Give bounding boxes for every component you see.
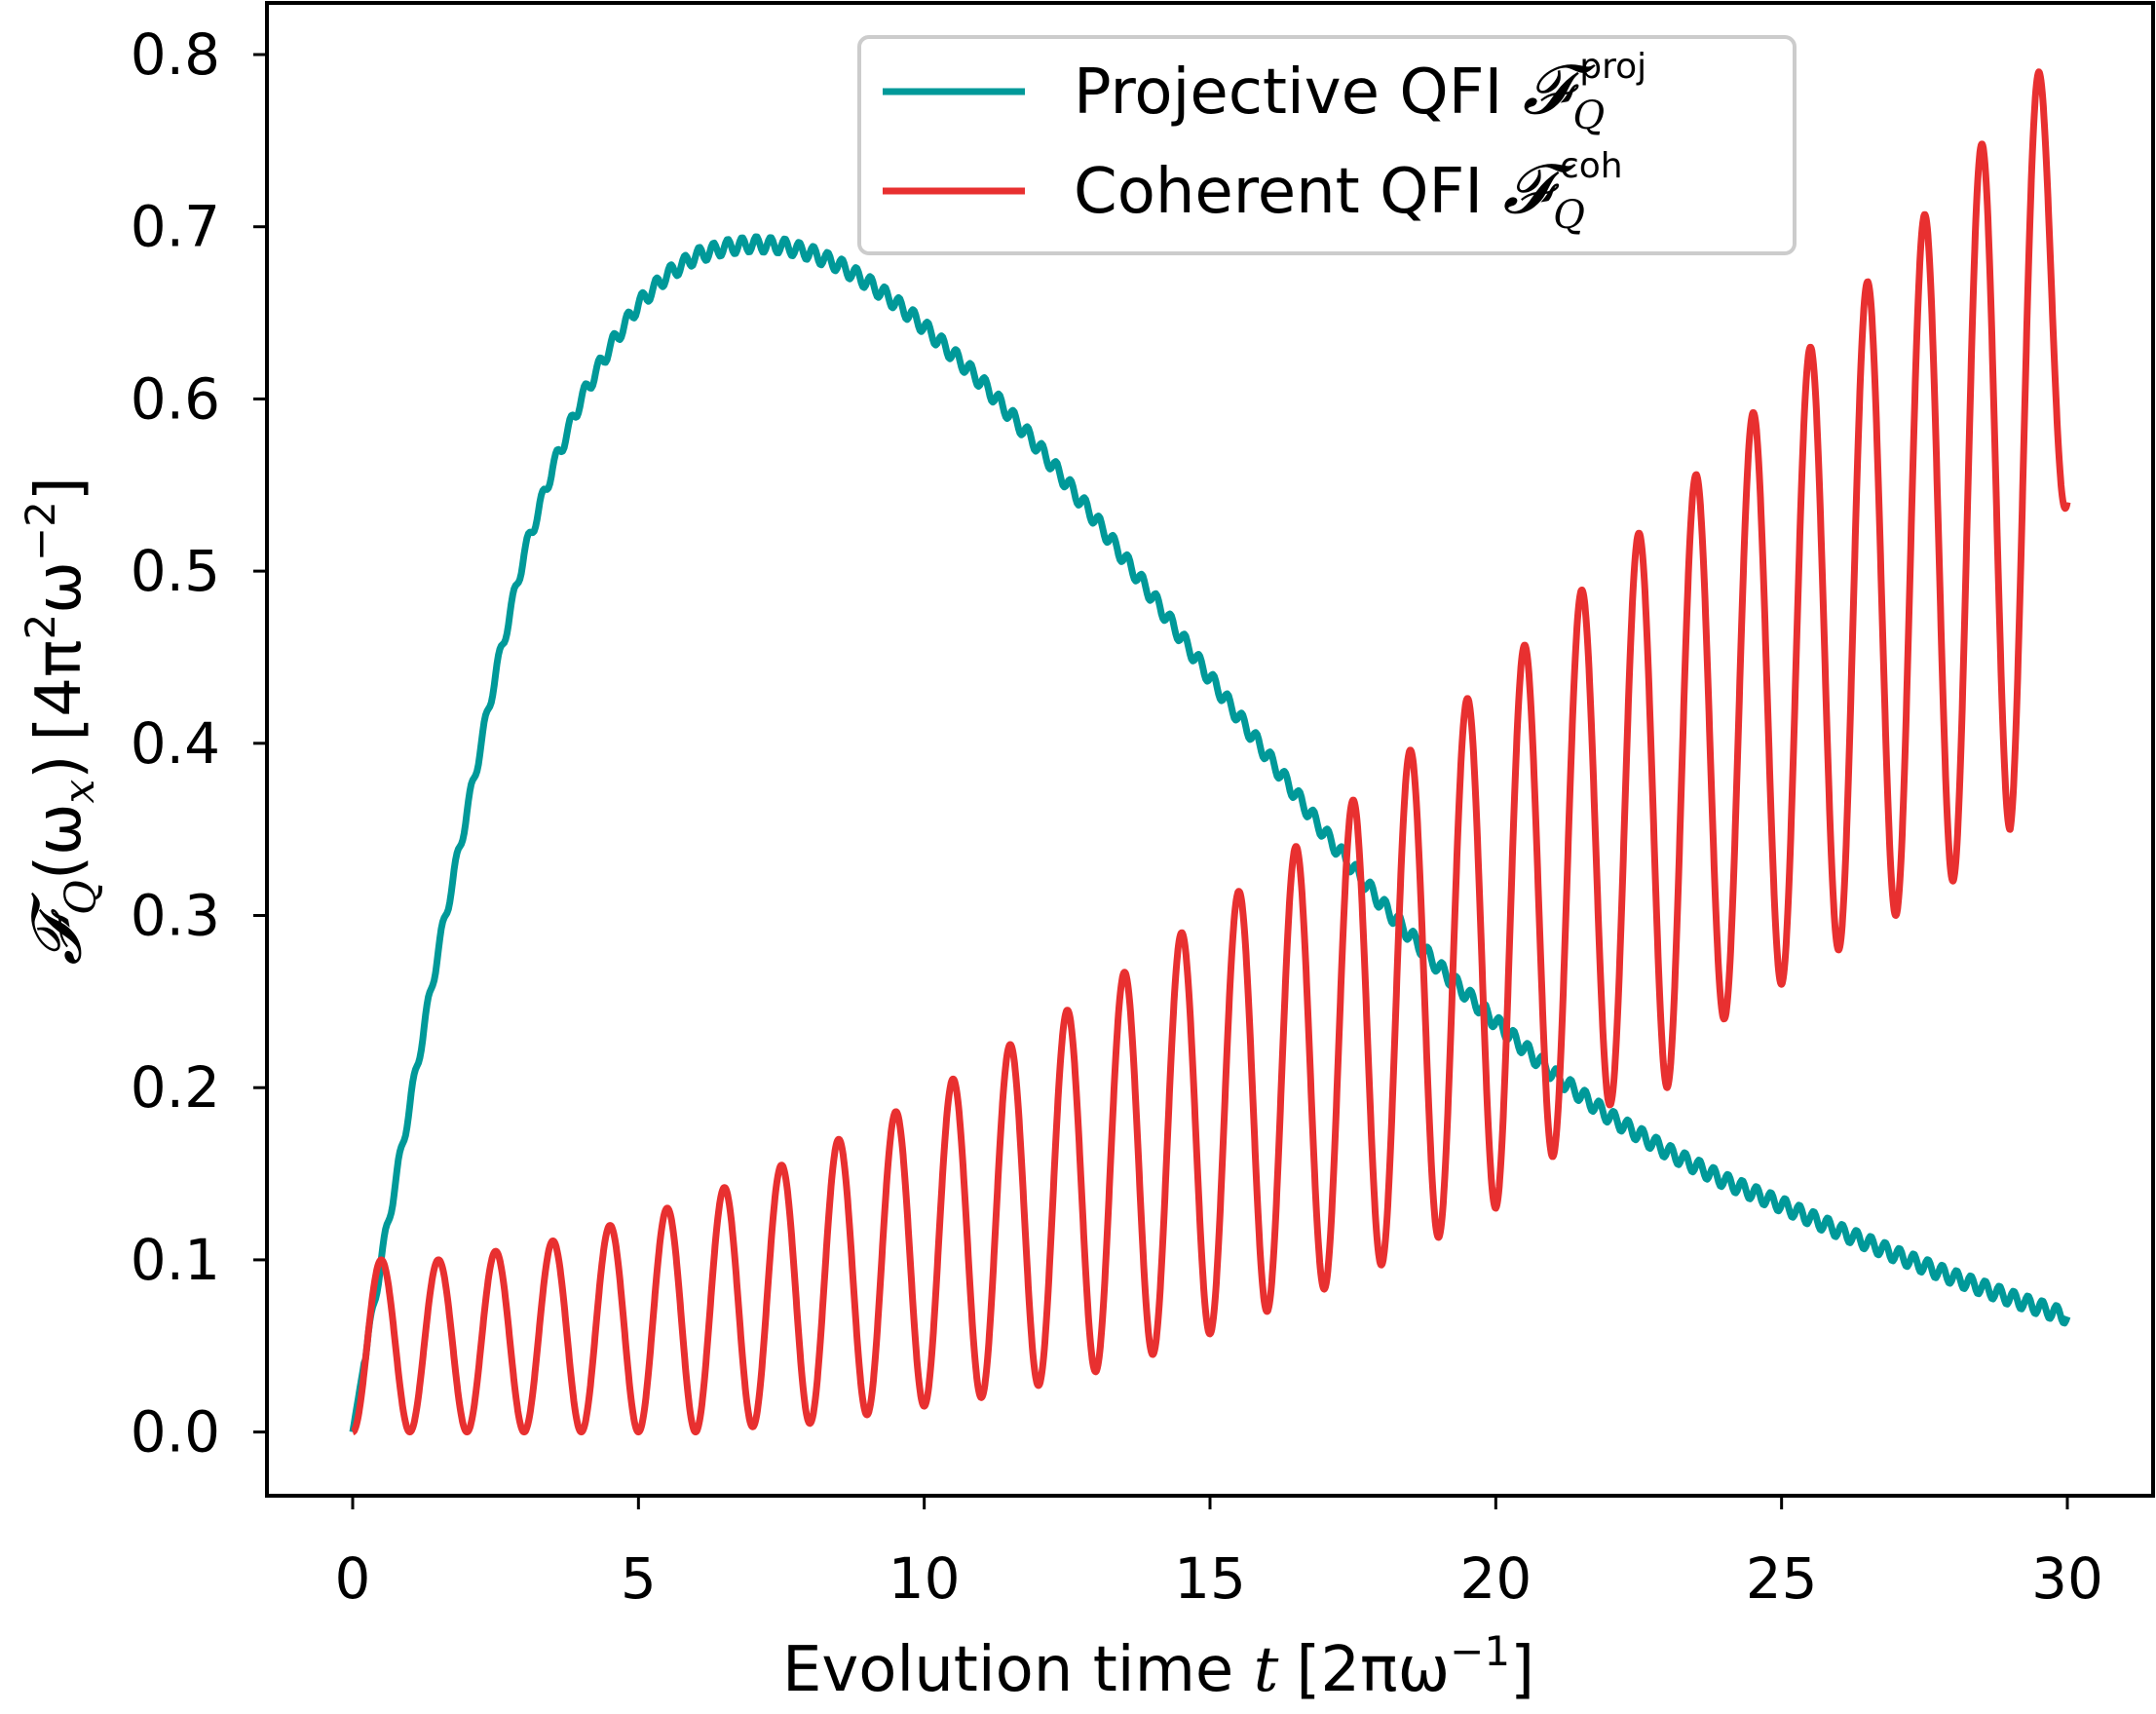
y-tick-label: 0.6	[131, 365, 220, 432]
series-line-projective	[349, 233, 2071, 1433]
series-line-coherent	[350, 68, 2071, 1436]
y-tick-label: 0.5	[131, 538, 220, 604]
x-tick-label: 0	[335, 1545, 371, 1612]
y-tick-label: 0.8	[131, 21, 220, 88]
legend-label-coherent: Coherent QFI 𝓕Qcoh	[1074, 146, 1623, 238]
legend-label-projective: Projective QFI 𝓕Qproj	[1074, 47, 1646, 138]
x-tick-label: 10	[889, 1545, 961, 1612]
y-tick-label: 0.1	[131, 1227, 220, 1293]
legend: Projective QFI 𝓕Qproj Coherent QFI 𝓕Qcoh	[857, 35, 1797, 255]
x-tick-label: 25	[1746, 1545, 1818, 1612]
y-tick-label: 0.3	[131, 883, 220, 949]
y-tick-label: 0.2	[131, 1054, 220, 1121]
y-tick-label: 0.0	[131, 1399, 220, 1466]
y-axis-ticks: 0.0 0.1 0.2 0.3 0.4 0.5 0.6 0.7 0.8	[131, 21, 267, 1466]
x-tick-label: 15	[1174, 1545, 1246, 1612]
y-tick-label: 0.4	[131, 710, 220, 777]
legend-frame	[857, 35, 1797, 255]
x-tick-label: 20	[1459, 1545, 1532, 1612]
x-tick-label: 5	[621, 1545, 657, 1612]
x-axis-ticks: 0 5 10 15 20 25 30	[335, 1496, 2103, 1612]
svg-text:𝓕Q(ωx)[4π2ω−2]: 𝓕Q(ωx)[4π2ω−2]	[17, 476, 106, 966]
x-tick-label: 30	[2031, 1545, 2103, 1612]
x-axis-label: Evolution time t [2πω−1]	[782, 1627, 1534, 1706]
y-tick-label: 0.7	[131, 194, 220, 260]
series-layer	[349, 68, 2071, 1436]
y-axis-label: 𝓕Q(ωx)[4π2ω−2]	[17, 476, 106, 966]
